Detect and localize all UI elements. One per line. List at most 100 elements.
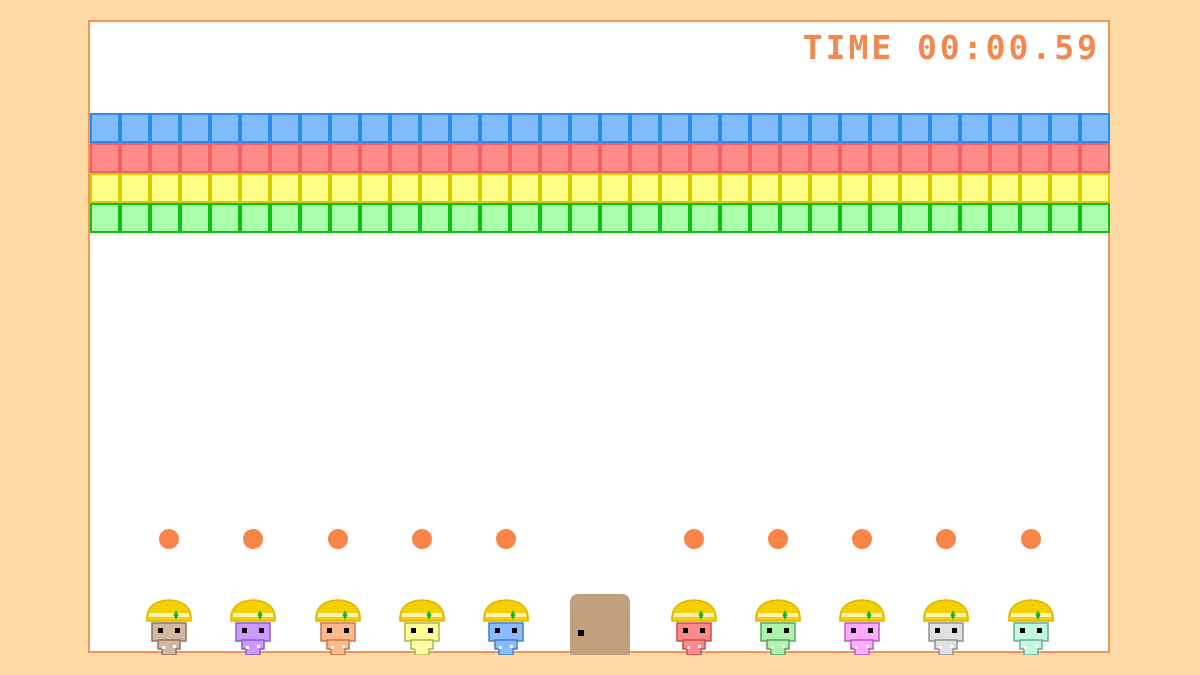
brick-red <box>690 143 720 173</box>
brick-yellow <box>810 173 840 203</box>
door <box>570 594 630 655</box>
brick-red <box>660 143 690 173</box>
brick-yellow <box>270 173 300 203</box>
brick-green <box>750 203 780 233</box>
brick-green <box>570 203 600 233</box>
brick-yellow <box>960 173 990 203</box>
brick-blue <box>960 113 990 143</box>
brick-green <box>930 203 960 233</box>
brick-green <box>1020 203 1050 233</box>
brick-blue <box>1050 113 1080 143</box>
brick-yellow <box>690 173 720 203</box>
brick-red <box>90 143 120 173</box>
brick-yellow <box>120 173 150 203</box>
brick-blue <box>120 113 150 143</box>
brick-yellow <box>930 173 960 203</box>
brick-yellow <box>300 173 330 203</box>
brick-yellow <box>1020 173 1050 203</box>
ball <box>496 529 516 549</box>
brick-yellow <box>900 173 930 203</box>
ball <box>243 529 263 549</box>
brick-red <box>390 143 420 173</box>
brick-red <box>870 143 900 173</box>
brick-green <box>840 203 870 233</box>
ball <box>684 529 704 549</box>
ball <box>768 529 788 549</box>
brick-red <box>930 143 960 173</box>
brick-green <box>540 203 570 233</box>
brick-red <box>630 143 660 173</box>
helmet-character <box>483 599 529 655</box>
brick-blue <box>390 113 420 143</box>
brick-green <box>600 203 630 233</box>
brick-red <box>780 143 810 173</box>
brick-blue <box>1080 113 1110 143</box>
brick-yellow <box>330 173 360 203</box>
helmet-character <box>315 599 361 655</box>
brick-yellow <box>420 173 450 203</box>
helmet-character <box>146 599 192 655</box>
brick-green <box>390 203 420 233</box>
brick-green <box>630 203 660 233</box>
play-field: TIME 00:00.59 <box>88 20 1110 655</box>
brick-red <box>990 143 1020 173</box>
brick-yellow <box>540 173 570 203</box>
brick-red <box>810 143 840 173</box>
brick-green <box>690 203 720 233</box>
brick-red <box>570 143 600 173</box>
brick-green <box>1050 203 1080 233</box>
brick-blue <box>480 113 510 143</box>
brick-yellow <box>660 173 690 203</box>
brick-red <box>540 143 570 173</box>
brick-red <box>510 143 540 173</box>
door-knob <box>578 630 584 636</box>
brick-blue <box>780 113 810 143</box>
brick-red <box>750 143 780 173</box>
brick-red <box>1080 143 1110 173</box>
helmet-character <box>399 599 445 655</box>
brick-green <box>480 203 510 233</box>
brick-green <box>780 203 810 233</box>
brick-blue <box>150 113 180 143</box>
brick-yellow <box>90 173 120 203</box>
brick-green <box>120 203 150 233</box>
brick-yellow <box>480 173 510 203</box>
brick-green <box>450 203 480 233</box>
ball <box>159 529 179 549</box>
brick-red <box>1020 143 1050 173</box>
brick-blue <box>360 113 390 143</box>
helmet-character <box>923 599 969 655</box>
brick-blue <box>540 113 570 143</box>
brick-yellow <box>600 173 630 203</box>
helmet-character <box>1008 599 1054 655</box>
brick-green <box>330 203 360 233</box>
brick-red <box>360 143 390 173</box>
brick-green <box>240 203 270 233</box>
brick-blue <box>930 113 960 143</box>
brick-yellow <box>720 173 750 203</box>
brick-blue <box>180 113 210 143</box>
brick-red <box>180 143 210 173</box>
brick-yellow <box>510 173 540 203</box>
brick-yellow <box>750 173 780 203</box>
brick-blue <box>630 113 660 143</box>
brick-green <box>1080 203 1110 233</box>
brick-green <box>810 203 840 233</box>
brick-blue <box>510 113 540 143</box>
brick-blue <box>900 113 930 143</box>
helmet-character <box>230 599 276 655</box>
brick-red <box>270 143 300 173</box>
brick-green <box>150 203 180 233</box>
brick-blue <box>840 113 870 143</box>
helmet-character <box>755 599 801 655</box>
brick-blue <box>270 113 300 143</box>
brick-red <box>240 143 270 173</box>
brick-red <box>120 143 150 173</box>
brick-blue <box>690 113 720 143</box>
brick-yellow <box>990 173 1020 203</box>
brick-green <box>900 203 930 233</box>
brick-yellow <box>870 173 900 203</box>
brick-green <box>360 203 390 233</box>
brick-red <box>210 143 240 173</box>
brick-green <box>90 203 120 233</box>
